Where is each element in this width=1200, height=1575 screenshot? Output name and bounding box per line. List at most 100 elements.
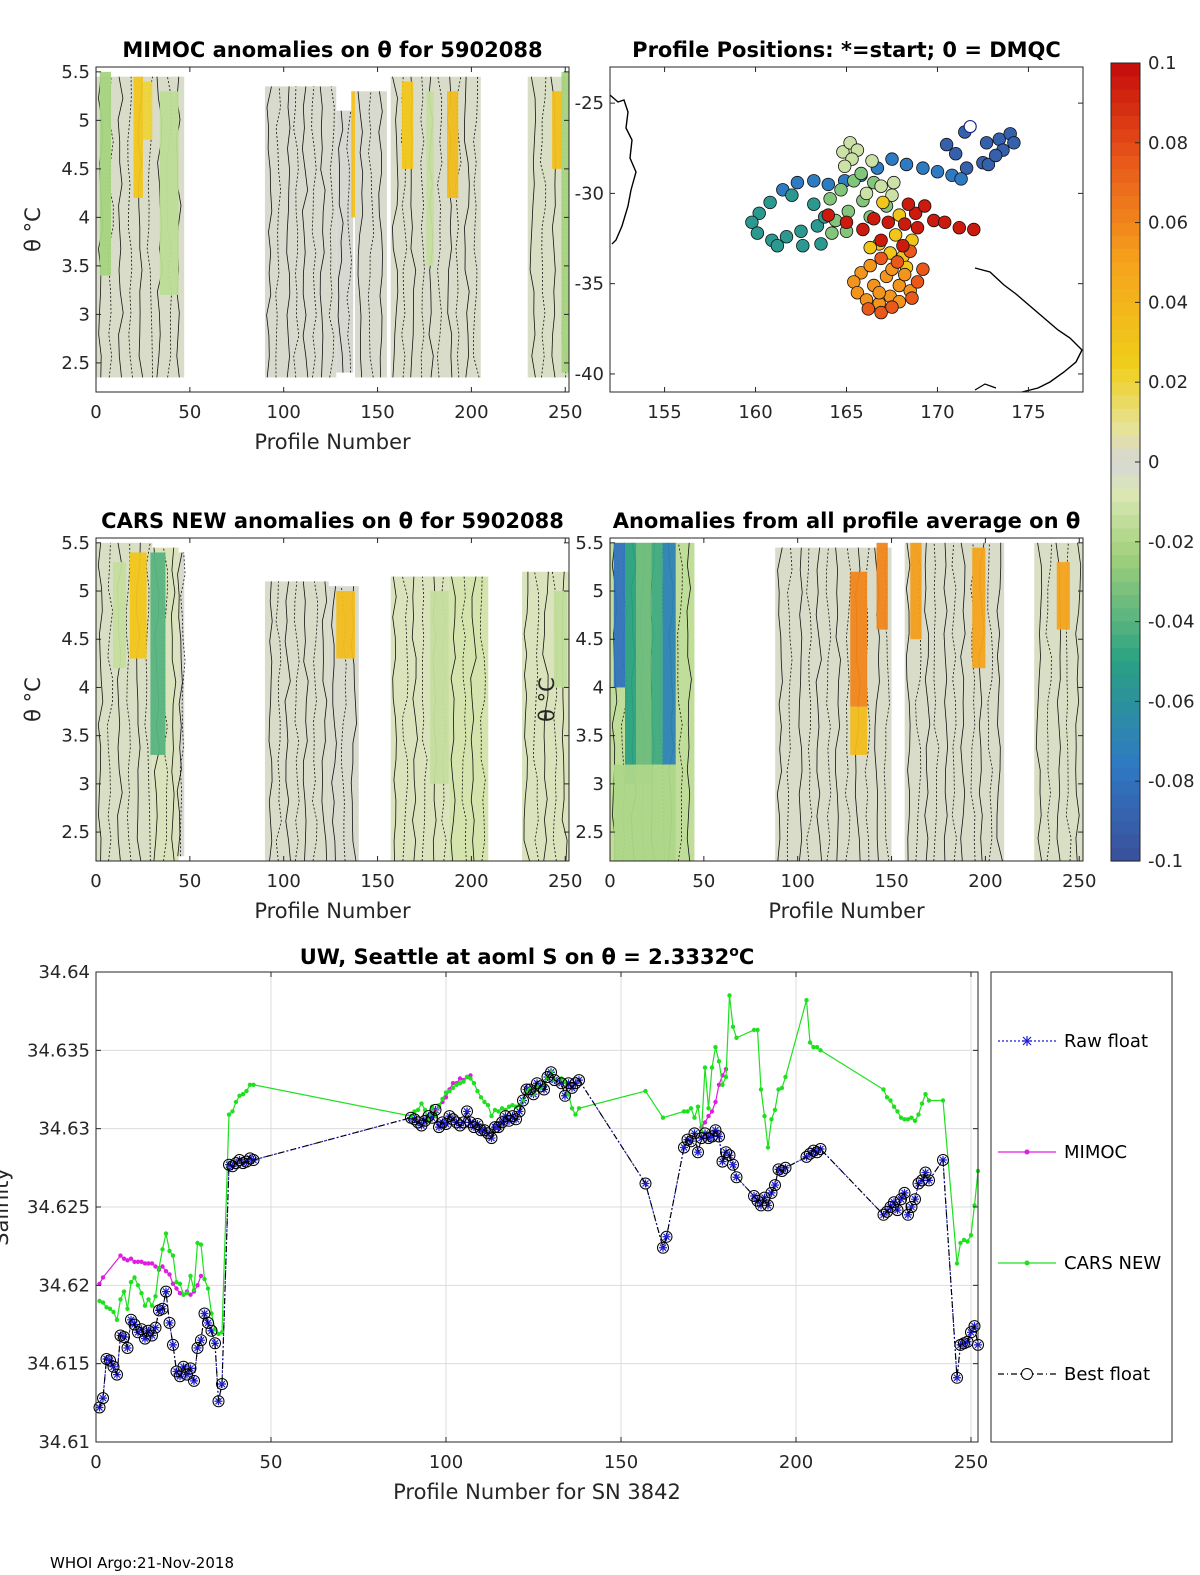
x-tick-label: 250	[548, 871, 582, 892]
best-float-point	[496, 1116, 508, 1129]
contour-line	[996, 542, 1003, 861]
y-tick-label: 34.625	[27, 1197, 90, 1218]
profile-position-point	[890, 255, 905, 269]
anomaly-patch	[150, 552, 166, 755]
colorbar-tick-label: 0.1	[1148, 53, 1177, 74]
profile-position-point	[910, 220, 925, 235]
data-point	[195, 1283, 200, 1288]
data-point	[191, 1287, 197, 1293]
data-point	[153, 1264, 158, 1269]
contour-line	[960, 542, 966, 861]
data-point	[692, 1115, 697, 1120]
contour-line	[786, 547, 793, 861]
x-tick-label: 50	[178, 871, 201, 892]
raw-float-point	[218, 1380, 226, 1389]
data-point	[226, 1112, 232, 1117]
data-point	[940, 1098, 946, 1103]
data-point	[482, 1099, 487, 1105]
colorbar-tick-label: -0.04	[1148, 612, 1195, 633]
profile-position-point	[927, 213, 941, 228]
raw-float-point	[963, 1337, 972, 1346]
profile-position-point	[763, 195, 777, 210]
profile-position-point	[821, 177, 836, 192]
y-tick-label: 3.5	[61, 726, 90, 747]
contour-line	[1045, 542, 1052, 861]
raw-float-point	[953, 1373, 961, 1382]
profile-position-point	[854, 166, 868, 181]
y-tick-label: 4	[79, 207, 90, 228]
axes-box	[95, 537, 570, 862]
best-float-point	[569, 1077, 582, 1090]
colorbar-segment	[1111, 528, 1140, 543]
data-point	[499, 1106, 505, 1111]
data-point	[776, 1087, 781, 1092]
raw-float-point	[960, 1339, 968, 1348]
best-float-point	[534, 1080, 547, 1093]
y-tick-label: 2.5	[575, 822, 604, 843]
y-tick-label: 4	[593, 677, 604, 698]
contour-line	[107, 542, 114, 861]
best-float-point	[905, 1201, 918, 1213]
y-tick-label: 5	[593, 581, 604, 602]
y-tick-label: 5.5	[61, 533, 90, 554]
colorbar-segment	[1111, 222, 1140, 237]
contour-line	[532, 571, 540, 861]
raw-float-point	[410, 1115, 419, 1124]
colorbar-segment	[1111, 89, 1140, 104]
data-point	[125, 1306, 130, 1312]
contour-line	[933, 542, 940, 861]
best-float-point	[457, 1116, 470, 1129]
best-float-point	[951, 1371, 963, 1384]
best-float-point	[762, 1199, 774, 1212]
raw-float-point	[200, 1309, 209, 1318]
y-tick-label: 34.61	[38, 1432, 90, 1453]
data-point	[510, 1103, 515, 1108]
data-point	[958, 1240, 963, 1246]
anomaly-block	[775, 547, 892, 861]
data-point	[419, 1101, 424, 1106]
raw-float-point	[694, 1148, 702, 1157]
raw-float-point	[449, 1115, 457, 1124]
raw-float-point	[123, 1344, 132, 1352]
coastline-australia	[609, 94, 637, 245]
data-point	[163, 1231, 169, 1236]
profile-position-point	[872, 286, 886, 300]
legend-label: Best float	[1064, 1364, 1150, 1385]
contour-line	[864, 547, 871, 861]
data-point	[685, 1109, 690, 1114]
anomaly-patch	[850, 571, 868, 707]
raw-float-point	[711, 1126, 720, 1135]
profile-position-point	[908, 206, 923, 221]
best-float-point	[429, 1103, 442, 1116]
anomaly-patch	[401, 81, 414, 169]
colorbar-segment	[1111, 515, 1140, 530]
data-point	[447, 1088, 452, 1094]
colorbar-tick-label: 0.06	[1148, 213, 1188, 234]
profile-position-point	[796, 238, 810, 253]
coastline-new-zealand	[974, 267, 1083, 393]
raw-float-point	[183, 1370, 191, 1379]
colorbar-segment	[1111, 435, 1140, 450]
anomaly-patch	[129, 552, 147, 659]
best-float-point	[167, 1338, 179, 1351]
profile-position-point	[854, 266, 868, 280]
colorbar-segment	[1111, 342, 1140, 357]
colorbar-segment	[1111, 634, 1140, 649]
best-float-point	[149, 1321, 162, 1334]
profile-position-point	[838, 159, 852, 174]
data-point	[464, 1074, 470, 1080]
x-tick-label: 0	[90, 402, 101, 423]
data-point	[457, 1081, 463, 1086]
contour-line	[943, 542, 949, 861]
x-tick-label: 0	[90, 871, 101, 892]
anomaly-patch	[351, 91, 356, 218]
y-axis-label: θ °C	[21, 677, 45, 722]
raw-float-point	[162, 1287, 170, 1296]
data-point	[779, 1085, 785, 1091]
colorbar-segment	[1111, 621, 1140, 636]
best-float-point	[510, 1113, 522, 1126]
best-float-point	[902, 1208, 914, 1221]
best-float-point	[545, 1066, 557, 1079]
anomaly-patch	[446, 91, 459, 198]
y-tick-label: 3	[593, 774, 604, 795]
